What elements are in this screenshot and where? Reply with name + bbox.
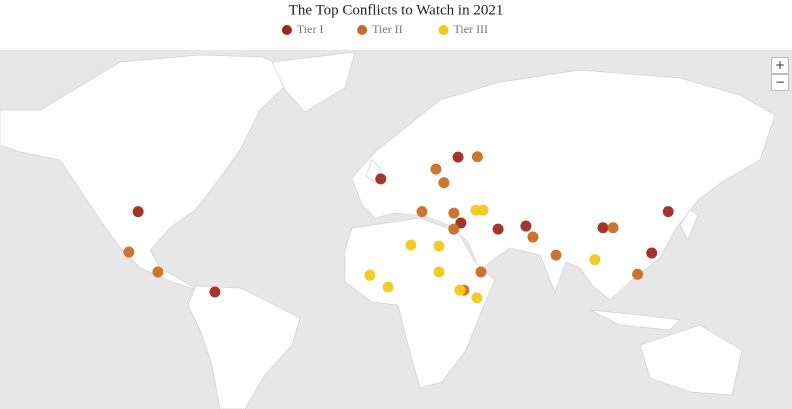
conflict-marker <box>375 173 387 185</box>
conflict-marker <box>364 269 376 281</box>
land <box>0 51 776 409</box>
conflict-marker <box>452 151 464 163</box>
legend-swatch <box>281 25 292 35</box>
conflict-marker <box>430 163 442 175</box>
conflict-marker <box>607 222 619 234</box>
conflict-marker <box>132 206 144 218</box>
conflict-marker <box>550 249 562 261</box>
conflict-marker <box>448 223 460 235</box>
conflict-marker <box>455 217 467 229</box>
conflict-marker <box>527 231 539 243</box>
conflict-marker <box>433 266 445 278</box>
legend-label: Tier III <box>454 22 489 36</box>
conflict-marker <box>448 207 460 219</box>
conflict-marker <box>471 292 483 304</box>
conflict-marker <box>123 246 135 258</box>
header-gap <box>0 42 792 50</box>
conflict-marker <box>438 177 450 189</box>
conflict-marker <box>589 254 601 266</box>
conflict-marker <box>520 220 532 232</box>
legend-label: Tier II <box>372 22 403 36</box>
conflict-marker <box>632 268 644 280</box>
conflict-marker <box>492 223 504 235</box>
conflict-marker <box>646 247 658 259</box>
conflict-marker <box>662 206 674 218</box>
zoom-out-button[interactable]: − <box>771 74 789 91</box>
conflict-marker <box>416 206 428 218</box>
conflict-marker <box>475 266 487 278</box>
conflict-marker <box>454 284 466 296</box>
legend-swatch <box>357 25 368 35</box>
conflict-marker <box>471 151 483 163</box>
conflict-marker <box>597 222 609 234</box>
legend-swatch <box>438 25 449 35</box>
legend-label: Tier I <box>297 22 324 36</box>
conflict-marker <box>209 286 221 298</box>
conflict-marker <box>433 240 445 252</box>
conflict-marker <box>405 239 417 251</box>
zoom-in-button[interactable]: + <box>771 57 789 74</box>
chart-title: The Top Conflicts to Watch in 2021 <box>289 2 504 18</box>
conflict-marker <box>477 204 489 216</box>
conflict-marker <box>152 266 164 278</box>
conflict-marker <box>382 281 394 293</box>
